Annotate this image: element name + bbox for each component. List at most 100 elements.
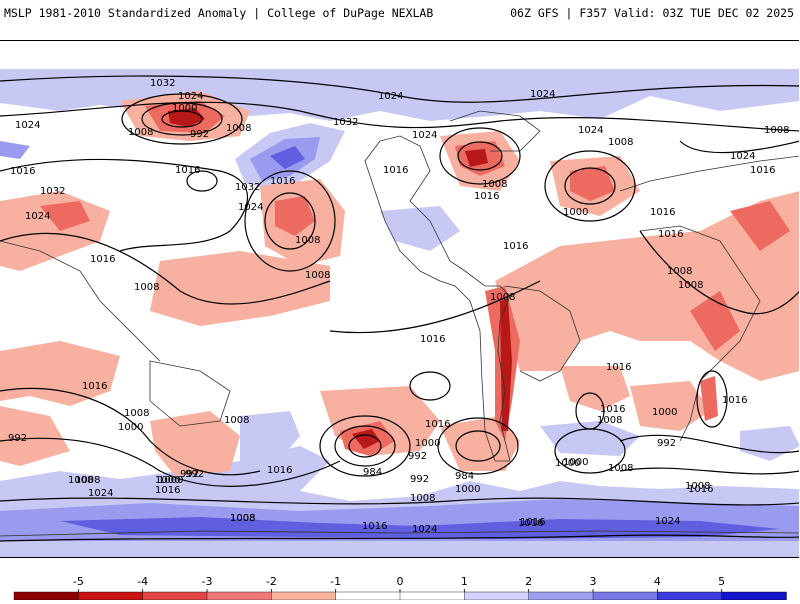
isobar-label: 1008 [124,408,149,419]
isobar-label: 1016 [474,191,499,202]
colorbar-tick-label: 5 [718,575,725,588]
isobar-label: 1008 [608,137,633,148]
isobar-label: 1008 [230,513,255,524]
isobar-label: 1016 [175,165,200,176]
isobar-label: 1000 [415,438,440,449]
isobar-label: 1024 [412,130,437,141]
isobar-label: 1016 [503,241,528,252]
isobar-label: 1016 [155,485,180,496]
colorbar-ticks: -5 -4 -3 -2 -1 0 1 2 3 4 5 [73,575,725,592]
isobar-label: 1024 [25,211,50,222]
colorbar-swatch [335,591,401,601]
isobar-label: 1008 [678,280,703,291]
isobar-label: 1016 [518,518,543,529]
isobar-label: 1008 [305,270,330,281]
isobar-label: 1016 [10,166,35,177]
colorbar-tick-label: 1 [461,575,468,588]
isobar-label: 1016 [650,207,675,218]
isobar-label: 992 [180,469,199,480]
map-title: MSLP 1981-2010 Standardized Anomaly | Co… [4,6,434,20]
isobar-label: 1016 [82,381,107,392]
isobar-label: 1032 [235,182,260,193]
isobar-label: 1024 [730,151,755,162]
isobar-label: 1000 [563,207,588,218]
isobar-lines [0,75,799,542]
isobar-label: 1008 [597,415,622,426]
colorbar-tick-label: -5 [73,575,84,588]
colorbar-tick-label: -2 [266,575,277,588]
isobar-label: 1000 [155,475,180,486]
isobar-label: 1016 [600,404,625,415]
isobar-label: 1016 [90,254,115,265]
isobar-label: 1000 [158,475,183,486]
colorbar-tick-label: 3 [590,575,597,588]
colorbar-svg: -5 -4 -3 -2 -1 0 1 2 3 4 5 [13,575,787,601]
anomaly-map: 1032 1024 1000 992 1008 1024 1008 1016 1… [0,69,799,557]
isobar-label: 1024 [655,516,680,527]
very-strong-positive-shading [60,146,780,539]
isobar-label: 1008 [75,475,100,486]
isobar-label: 1008 [482,179,507,190]
isobar-label: 1016 [722,395,747,406]
isobar-label: 1008 [667,266,692,277]
isobar-label: 1008 [764,125,789,136]
isobar-label: 1008 [608,463,633,474]
colorbar-swatch [78,591,144,601]
colorbar-tick-label: -4 [137,575,148,588]
colorbar-swatch [142,591,208,601]
isobar-label: 1000 [172,103,197,114]
isobar-label: 1016 [658,229,683,240]
isobar-label: 1024 [412,524,437,535]
colorbar-swatch [206,591,273,601]
isobar-label: 1016 [270,176,295,187]
isobar-label: 1016 [383,165,408,176]
colorbar: -5 -4 -3 -2 -1 0 1 2 3 4 5 [0,572,800,601]
isobar-label: 1008 [226,123,251,134]
isobar-label: 1032 [150,78,175,89]
isobar-label: 1016 [420,334,445,345]
isobar-label: 992 [185,469,204,480]
isobar-label: 1008 [685,481,710,492]
isobar-label: 1024 [578,125,603,136]
isobar-label: 1000 [455,484,480,495]
isobar-label: 1016 [606,362,631,373]
isobar-label: 1016 [688,484,713,495]
isobar-label: 1032 [333,117,358,128]
isobar-label: 992 [657,438,676,449]
coastlines [0,110,799,537]
isobar-labels: 1032 1024 1000 992 1008 1024 1008 1016 1… [8,78,789,535]
colorbar-swatch [528,591,594,601]
colorbar-swatches [13,591,787,601]
isobar-label: 1024 [378,91,403,102]
isobar-label: 1008 [490,292,515,303]
isobar-label: 1016 [750,165,775,176]
isobar-label: 1024 [178,91,203,102]
isobar-label: 1008 [134,282,159,293]
isobar-label: 1008 [224,415,249,426]
isobar-label: 1000 [563,457,588,468]
isobar-label: 1016 [425,419,450,430]
isobar-label: 992 [408,451,427,462]
colorbar-swatch [464,591,530,601]
isobar-label: 992 [410,474,429,485]
colorbar-swatch [13,591,80,601]
isobar-label: 1016 [267,465,292,476]
colorbar-tick-label: -3 [202,575,213,588]
colorbar-swatch [657,591,723,601]
model-valid-time: 06Z GFS | F357 Valid: 03Z TUE DEC 02 202… [510,6,794,20]
isobar-label: 1008 [230,513,255,524]
colorbar-tick-label: -1 [330,575,341,588]
isobar-label: 1032 [40,186,65,197]
isobar-label: 1024 [15,120,40,131]
map-panel: 1032 1024 1000 992 1008 1024 1008 1016 1… [0,40,799,558]
isobar-label: 984 [363,467,382,478]
colorbar-tick-label: 2 [525,575,532,588]
colorbar-swatch [592,591,659,601]
isobar-label: 1024 [530,89,555,100]
colorbar-tick-label: 4 [654,575,661,588]
isobar-label: 1008 [68,475,93,486]
isobar-label: 1024 [88,488,113,499]
colorbar-swatch [399,591,466,601]
isobar-label: 984 [455,471,474,482]
colorbar-swatch [271,591,337,601]
